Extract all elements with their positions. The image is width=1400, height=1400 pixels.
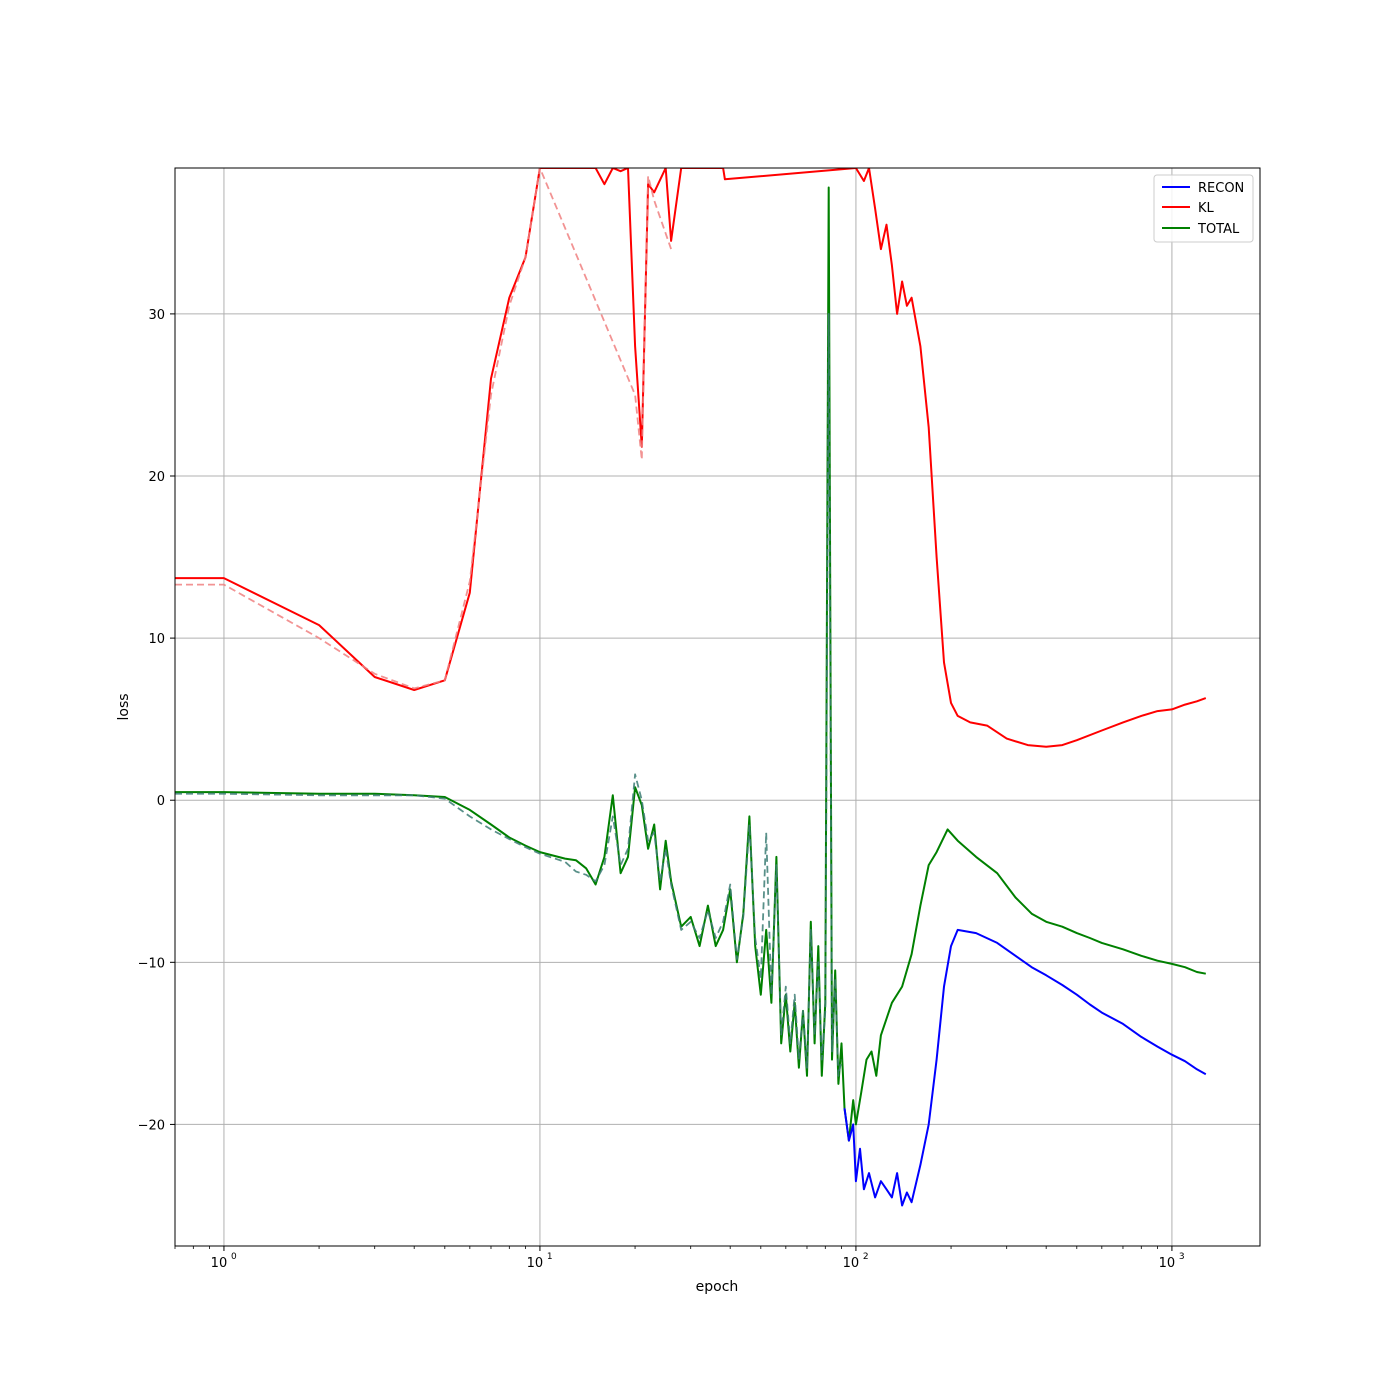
series-line-kl-dashed (175, 168, 672, 690)
y-tick-label: 30 (148, 308, 165, 323)
legend-label-kl: KL (1198, 201, 1215, 216)
series-line-recon (843, 928, 1207, 1207)
x-tick-exponent: 1 (547, 1252, 553, 1262)
legend-label-total: TOTAL (1197, 222, 1240, 237)
y-axis-label: loss (116, 693, 132, 720)
x-tick-label: 10 (527, 1256, 544, 1271)
y-tick-label: 20 (148, 470, 165, 485)
legend: RECON KL TOTAL (1153, 174, 1254, 243)
series-line-total-dashed (175, 312, 843, 1077)
y-tick-label: −20 (138, 1118, 165, 1133)
y-tick-label: 0 (157, 794, 165, 809)
grid-layer (175, 168, 1260, 1246)
y-tick-label: −10 (138, 956, 165, 971)
series-line-kl (175, 168, 1207, 748)
x-tick-label: 10 (843, 1256, 860, 1271)
x-tick-exponent: 0 (231, 1252, 237, 1262)
x-axis-label: epoch (696, 1279, 739, 1295)
plot-frame (174, 167, 1261, 1247)
y-tick-label: 10 (148, 632, 165, 647)
series-layer (175, 168, 1207, 1207)
series-line-total (175, 186, 1206, 1142)
x-tick-label: 10 (211, 1256, 228, 1271)
legend-label-recon: RECON (1198, 181, 1244, 196)
x-tick-label: 10 (1159, 1256, 1176, 1271)
legend-box (1153, 174, 1254, 243)
x-tick-exponent: 3 (1179, 1252, 1185, 1262)
x-tick-exponent: 2 (863, 1252, 869, 1262)
